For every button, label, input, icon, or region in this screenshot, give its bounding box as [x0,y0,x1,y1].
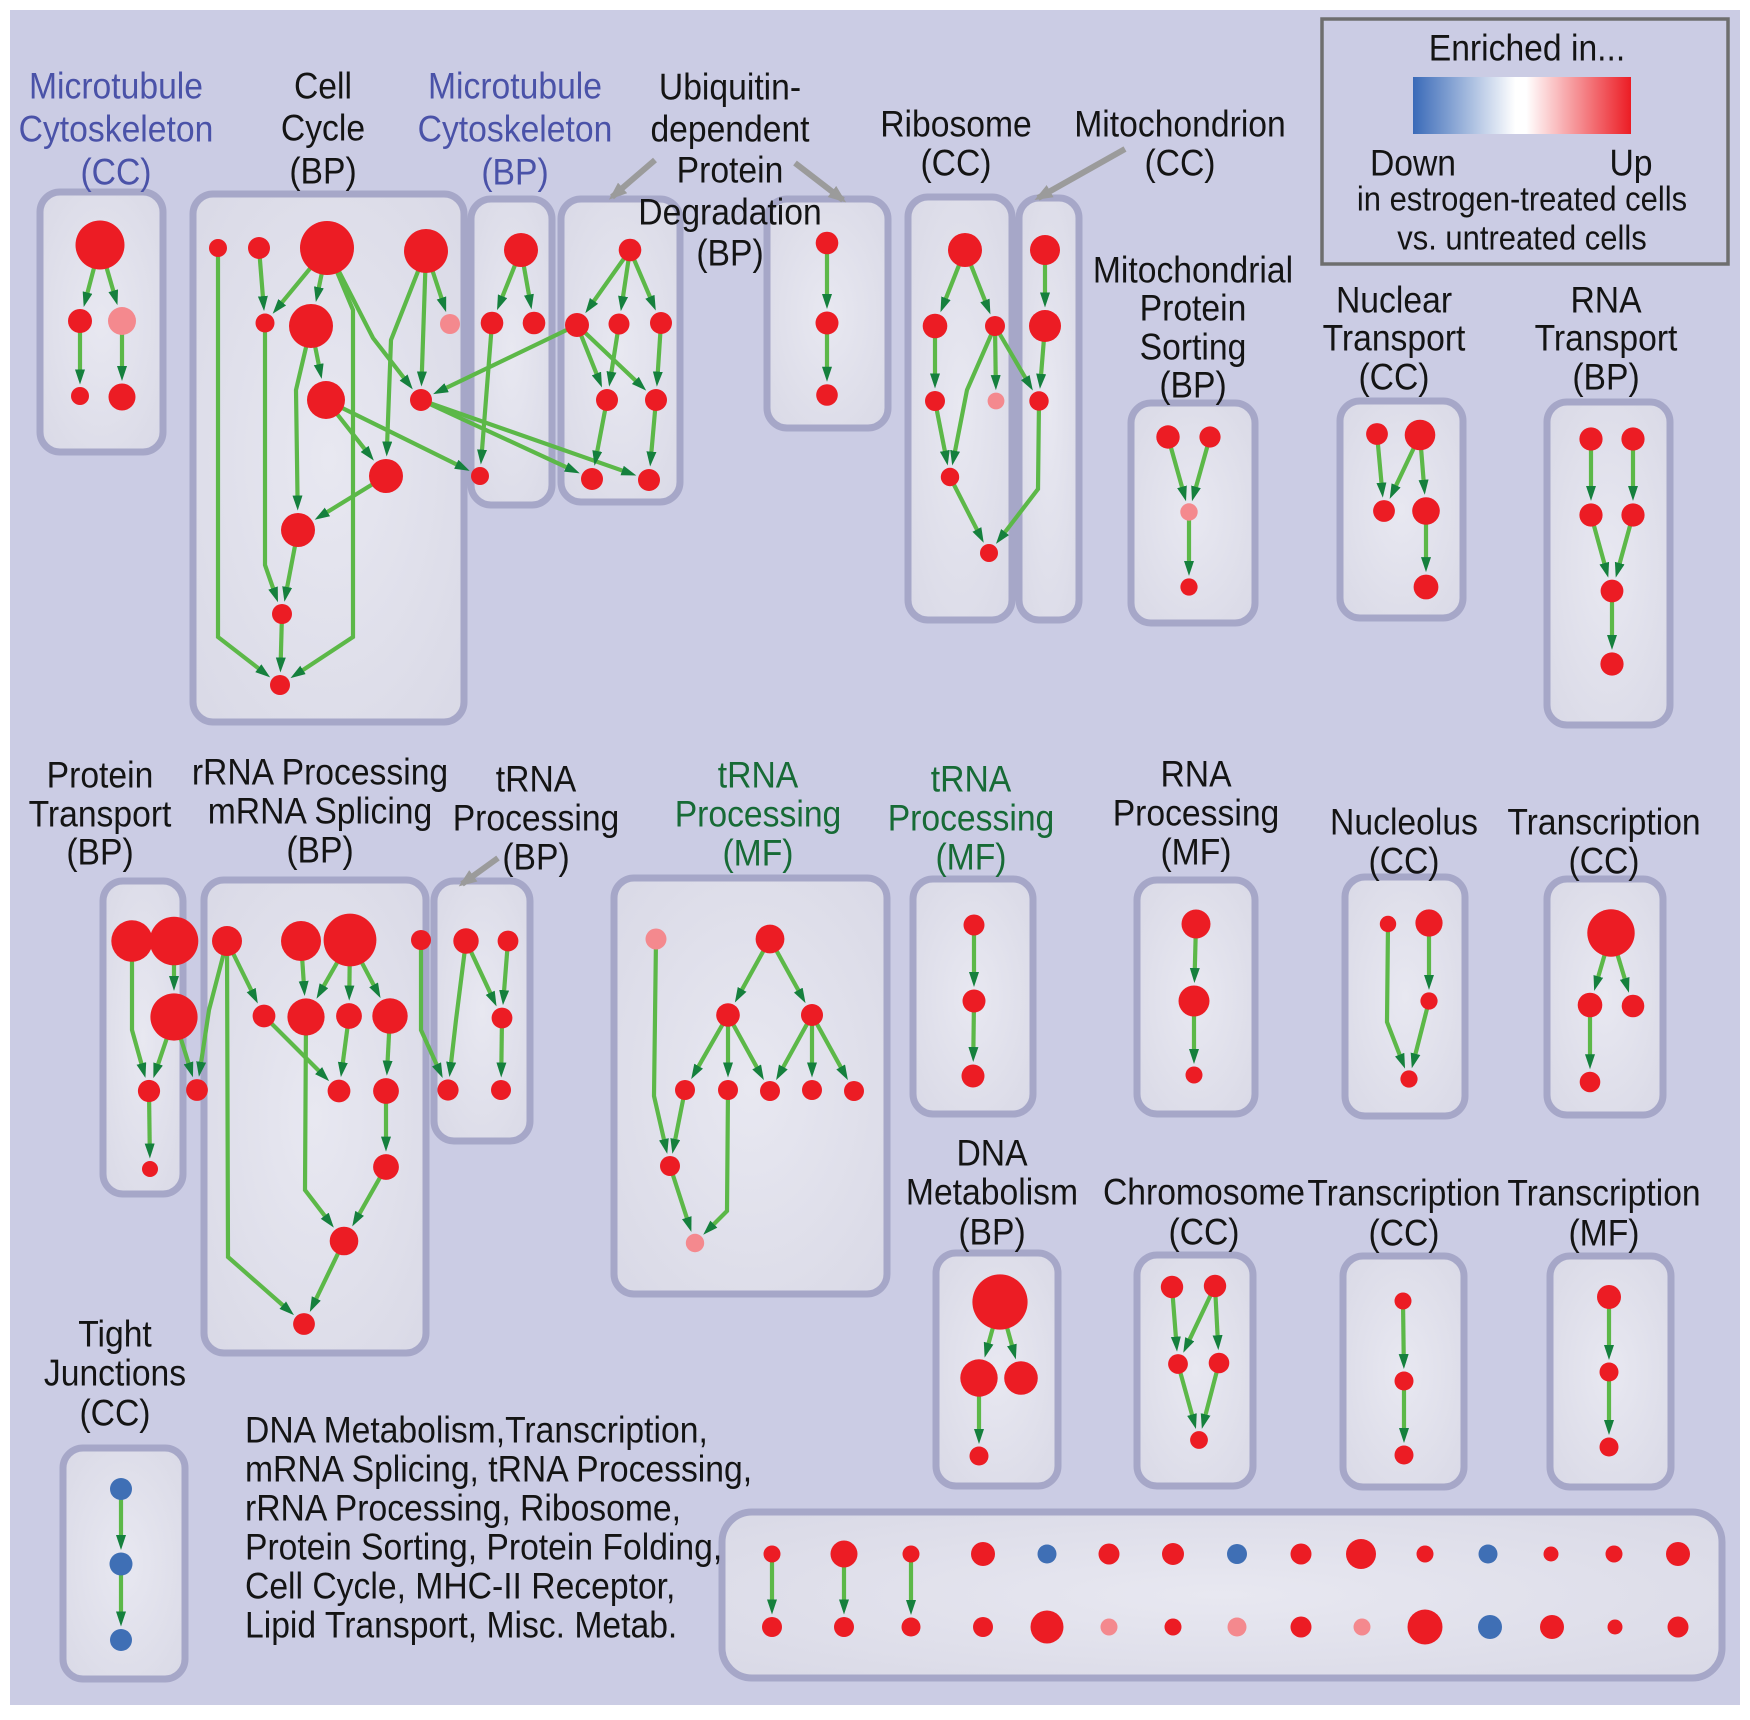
svg-text:Sorting: Sorting [1140,327,1247,368]
svg-text:(CC): (CC) [1368,1213,1439,1254]
svg-text:Protein: Protein [47,755,154,796]
svg-text:vs. untreated cells: vs. untreated cells [1397,220,1646,258]
svg-text:Transcription: Transcription [1507,802,1700,843]
svg-text:(CC): (CC) [1144,143,1215,184]
svg-text:Processing: Processing [1113,793,1280,834]
svg-text:Transport: Transport [29,794,172,835]
svg-text:Processing: Processing [453,798,620,839]
svg-text:Tight: Tight [78,1314,152,1355]
svg-text:(BP): (BP) [1572,357,1639,398]
svg-text:Microtubule: Microtubule [428,66,602,107]
svg-text:mRNA Splicing: mRNA Splicing [208,791,433,832]
svg-text:mRNA Splicing, tRNA Processing: mRNA Splicing, tRNA Processing, [245,1449,752,1490]
svg-text:Ribosome: Ribosome [880,104,1032,145]
svg-text:tRNA: tRNA [931,759,1012,800]
svg-text:RNA: RNA [1570,280,1641,321]
svg-text:Transcription: Transcription [1507,1173,1700,1214]
svg-text:Microtubule: Microtubule [29,66,203,107]
svg-text:Enriched in...: Enriched in... [1429,28,1626,69]
svg-text:rRNA Processing: rRNA Processing [192,752,448,793]
svg-text:(BP): (BP) [696,233,763,274]
svg-text:(CC): (CC) [79,1393,150,1434]
svg-text:Chromosome: Chromosome [1103,1172,1305,1213]
svg-text:(BP): (BP) [502,837,569,878]
svg-text:Transport: Transport [1323,318,1466,359]
svg-text:Ubiquitin-: Ubiquitin- [659,67,801,108]
svg-text:rRNA Processing, Ribosome,: rRNA Processing, Ribosome, [245,1488,681,1529]
svg-text:(CC): (CC) [1358,357,1429,398]
svg-text:Cycle: Cycle [281,108,365,149]
svg-text:Metabolism: Metabolism [906,1172,1078,1213]
svg-text:(CC): (CC) [920,143,991,184]
svg-text:(CC): (CC) [1568,841,1639,882]
svg-text:Cytoskeleton: Cytoskeleton [418,109,613,150]
svg-text:(BP): (BP) [958,1212,1025,1253]
svg-text:(MF): (MF) [1160,832,1231,873]
svg-text:Junctions: Junctions [44,1353,186,1394]
svg-text:(MF): (MF) [935,837,1006,878]
svg-text:Protein: Protein [677,150,784,191]
svg-text:(CC): (CC) [1168,1212,1239,1253]
svg-text:(BP): (BP) [289,151,356,192]
svg-text:(BP): (BP) [481,152,548,193]
svg-text:(BP): (BP) [66,832,133,873]
svg-text:tRNA: tRNA [718,755,799,796]
svg-text:in estrogen-treated cells: in estrogen-treated cells [1357,181,1687,219]
svg-text:Protein Sorting, Protein Foldi: Protein Sorting, Protein Folding, [245,1527,722,1568]
svg-text:Down: Down [1370,143,1456,184]
svg-text:Cell: Cell [294,66,352,107]
svg-text:DNA Metabolism,Transcription,: DNA Metabolism,Transcription, [245,1410,708,1451]
svg-text:Cell Cycle, MHC-II Receptor,: Cell Cycle, MHC-II Receptor, [245,1566,675,1607]
svg-text:Lipid Transport, Misc. Metab.: Lipid Transport, Misc. Metab. [245,1605,677,1646]
svg-text:Nuclear: Nuclear [1336,280,1452,321]
svg-text:RNA: RNA [1160,754,1231,795]
svg-text:Transport: Transport [1535,318,1678,359]
svg-text:Degradation: Degradation [638,192,821,233]
svg-text:Mitochondrial: Mitochondrial [1093,250,1293,291]
svg-text:Up: Up [1609,143,1652,184]
svg-text:Transcription: Transcription [1307,1173,1500,1214]
svg-text:(CC): (CC) [1368,841,1439,882]
svg-text:tRNA: tRNA [496,759,577,800]
svg-text:(BP): (BP) [1159,365,1226,406]
svg-text:Cytoskeleton: Cytoskeleton [19,109,214,150]
svg-text:(MF): (MF) [722,833,793,874]
svg-text:Protein: Protein [1140,288,1247,329]
svg-text:Mitochondrion: Mitochondrion [1074,104,1286,145]
svg-text:Nucleolus: Nucleolus [1330,802,1478,843]
svg-text:Processing: Processing [675,794,842,835]
svg-text:Processing: Processing [888,798,1055,839]
svg-text:dependent: dependent [650,109,810,150]
svg-text:(MF): (MF) [1568,1213,1639,1254]
svg-text:(BP): (BP) [286,830,353,871]
svg-text:DNA: DNA [956,1133,1027,1174]
svg-text:(CC): (CC) [80,152,151,193]
